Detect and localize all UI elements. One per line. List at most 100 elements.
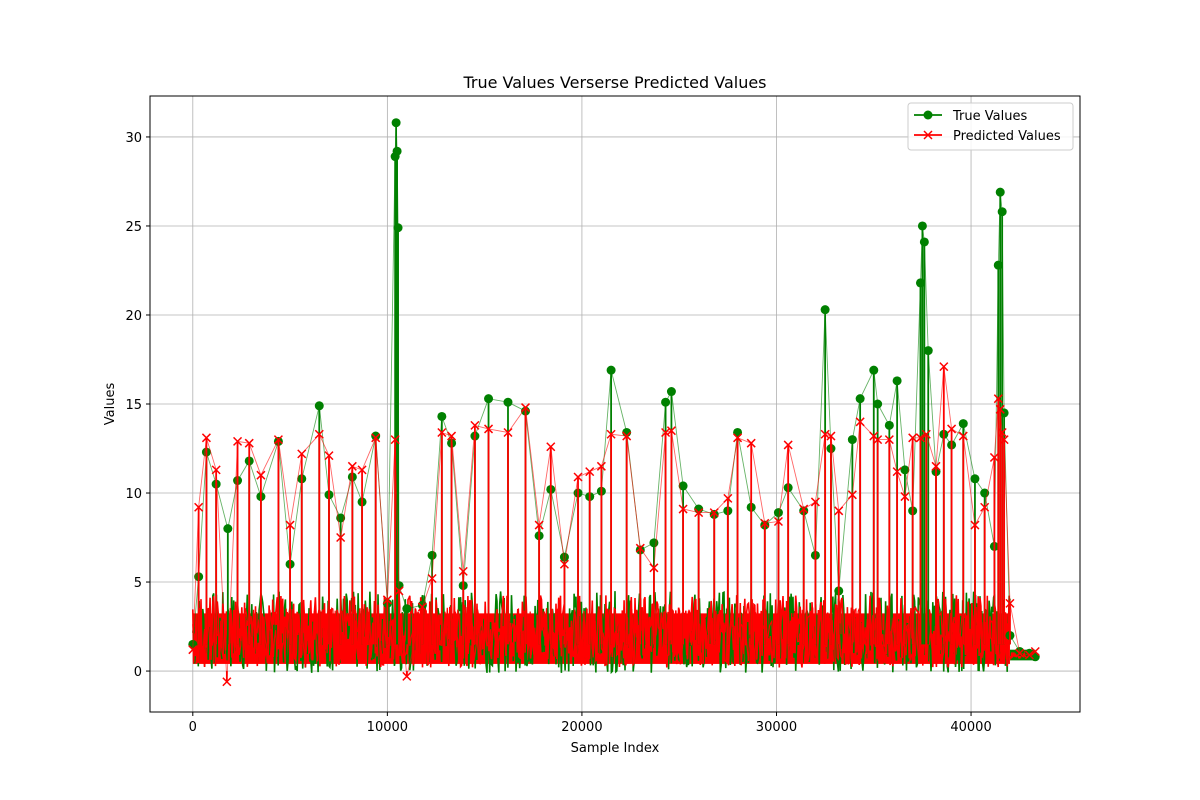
data-point <box>606 429 616 439</box>
data-point <box>417 600 427 610</box>
data-point <box>999 435 1009 445</box>
data-point <box>723 493 733 503</box>
data-point <box>970 474 980 484</box>
data-point <box>799 504 809 514</box>
data-point <box>989 452 999 462</box>
data-point <box>357 465 367 475</box>
data-point <box>908 433 918 443</box>
data-point <box>371 431 381 441</box>
data-point <box>980 502 990 512</box>
data-point <box>534 520 544 530</box>
data-point <box>855 394 865 404</box>
x-axis-label: Sample Index <box>571 741 660 756</box>
data-point <box>931 461 941 471</box>
y-tick-label: 0 <box>134 665 142 680</box>
data-point <box>939 362 949 372</box>
data-point <box>393 223 403 233</box>
data-point <box>709 508 719 518</box>
y-tick-label: 30 <box>125 131 142 146</box>
data-point <box>993 260 1003 270</box>
data-point <box>661 397 671 407</box>
data-point <box>585 467 595 477</box>
data-point <box>997 427 1007 438</box>
data-point <box>437 427 447 438</box>
data-point <box>958 419 968 429</box>
y-tick-label: 25 <box>125 220 142 235</box>
data-point <box>427 550 437 560</box>
data-point <box>773 516 783 527</box>
data-point <box>900 492 910 502</box>
data-point <box>820 305 830 315</box>
data-point <box>915 433 925 443</box>
data-point <box>559 552 569 562</box>
data-point <box>919 237 929 247</box>
data-point <box>855 417 865 427</box>
data-point <box>661 427 671 438</box>
data-point <box>201 433 211 443</box>
data-point <box>347 461 357 471</box>
data-point <box>520 403 531 413</box>
data-point <box>635 543 645 553</box>
x-tick-label: 30000 <box>756 720 797 735</box>
data-point <box>995 187 1005 197</box>
x-tick-label: 0 <box>189 720 197 735</box>
data-point <box>666 387 676 397</box>
data-point <box>402 671 412 681</box>
data-point <box>873 399 883 409</box>
y-tick-label: 15 <box>125 398 142 413</box>
data-point <box>194 502 204 512</box>
data-point <box>458 566 468 576</box>
legend-marker-true <box>923 110 933 120</box>
data-point <box>917 221 927 231</box>
data-point <box>810 497 820 507</box>
data-point <box>773 508 783 518</box>
data-point <box>826 431 836 441</box>
data-point <box>1005 598 1015 608</box>
y-axis-label: Values <box>103 383 118 426</box>
data-point <box>222 677 232 687</box>
data-point <box>995 404 1005 414</box>
data-point <box>484 424 494 434</box>
data-point <box>596 461 606 471</box>
x-tick-label: 40000 <box>950 720 991 735</box>
legend-label-predicted: Predicted Values <box>953 129 1061 144</box>
data-point <box>1024 650 1034 660</box>
data-point <box>447 431 457 441</box>
y-tick-label: 10 <box>125 487 142 502</box>
data-point <box>223 524 233 534</box>
data-point <box>188 645 198 655</box>
data-point <box>244 438 254 448</box>
data-point <box>847 435 857 445</box>
data-point <box>666 426 676 436</box>
data-point <box>392 146 402 156</box>
data-point <box>873 435 883 445</box>
series-layer <box>188 118 1040 687</box>
data-point <box>1015 648 1025 658</box>
data-point <box>649 563 659 573</box>
data-point <box>470 420 480 430</box>
data-point <box>503 397 513 407</box>
ticks: 0 10000 20000 30000 40000 0 5 10 15 20 25 30 <box>125 131 991 735</box>
data-point <box>921 429 931 439</box>
data-point <box>1030 646 1040 656</box>
data-point <box>760 518 770 528</box>
y-tick-label: 5 <box>134 576 142 591</box>
data-point <box>314 429 324 439</box>
chart-title: True Values Verserse Predicted Values <box>462 73 766 92</box>
noise-tail-true <box>1009 649 1036 661</box>
data-point <box>273 435 283 445</box>
data-point <box>394 586 404 596</box>
data-point <box>371 433 381 443</box>
data-point <box>382 595 392 605</box>
data-point <box>402 604 412 614</box>
y-tick-label: 20 <box>125 309 142 324</box>
data-point <box>678 481 688 491</box>
data-point <box>847 490 857 500</box>
data-point <box>256 470 266 480</box>
data-point <box>915 278 925 288</box>
data-point <box>678 504 688 514</box>
data-point <box>297 449 307 459</box>
data-point <box>884 435 894 445</box>
